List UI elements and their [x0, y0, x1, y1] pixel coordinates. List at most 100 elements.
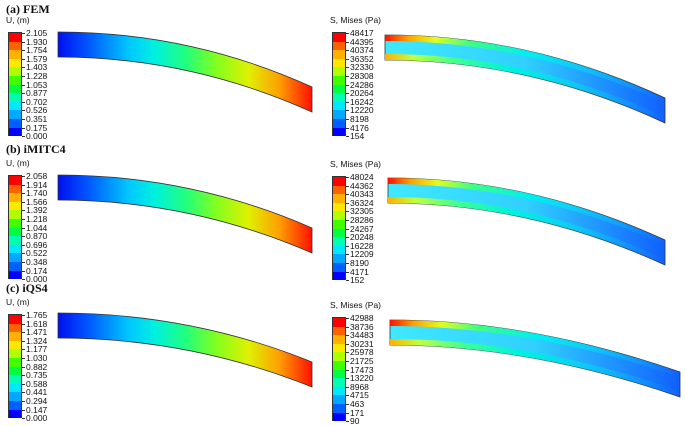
colorbar [332, 176, 346, 281]
legend-tick-label: 40374 [346, 45, 374, 56]
colorbar-band [333, 185, 345, 195]
colorbar-band [333, 127, 345, 137]
colorbar-band [333, 412, 345, 422]
colorbar-band [9, 101, 21, 111]
legend-title: U, (m) [6, 158, 30, 168]
legend-tick-label: 154 [345, 131, 365, 142]
colorbar-band [9, 127, 21, 137]
colorbar-band [9, 184, 21, 194]
legend-tick-label: 25978 [346, 347, 374, 358]
legend-title: S, Mises (Pa) [330, 300, 382, 310]
colorbar-band [9, 210, 21, 219]
colorbar-band [333, 318, 345, 327]
legend-tick-label: 42988 [346, 313, 374, 323]
legend-tick-label: 13220 [346, 373, 374, 384]
colorbar-band [9, 193, 21, 202]
legend-tick-label: 1.044 [21, 222, 48, 233]
colorbar-band [9, 176, 21, 185]
colorbar-band [9, 41, 21, 51]
legend-tick-label: 20248 [346, 232, 374, 243]
legend-tick-label: 0.175 [21, 122, 48, 133]
colorbar-band [9, 75, 21, 85]
colorbar-band [333, 177, 345, 186]
colorbar-band [9, 332, 21, 341]
stress-beam-imitc4 [387, 177, 666, 266]
colorbar-band [333, 101, 345, 111]
colorbar-band [333, 369, 345, 379]
legend-tick-label: 20264 [346, 88, 374, 99]
displacement-beam-imitc4 [57, 174, 313, 254]
colorbar-band [333, 237, 345, 246]
legend-tick-label: 1.471 [21, 327, 48, 338]
legend-tick-label: 16242 [346, 96, 374, 107]
legend-tick-label: 0.877 [21, 88, 48, 99]
legend-tick-label: 1.228 [21, 71, 48, 81]
colorbar-band [9, 357, 21, 367]
colorbar-band [9, 400, 21, 410]
colorbar-band [9, 118, 21, 128]
legend-title: U, (m) [6, 297, 30, 307]
legend-tick-label: 0.522 [21, 248, 48, 259]
legend-tick-label: 24267 [346, 223, 374, 234]
colorbar [8, 32, 22, 137]
legend-tick-label: 44362 [346, 180, 374, 191]
legend-tick-label: 32305 [346, 206, 374, 217]
legend-tick-label: 0.351 [21, 114, 48, 124]
legend-tick-label: 0.000 [21, 413, 48, 424]
legend-tick-label: 1.579 [21, 53, 48, 64]
legend-tick-label: 21725 [346, 356, 374, 366]
legend-tick-label: 0.526 [21, 105, 48, 116]
legend-tick-label: 44395 [346, 36, 374, 47]
legend-tick-label: 1.218 [21, 214, 48, 224]
legend-tick-label: 8190 [346, 258, 369, 268]
legend-tick-label: 28308 [346, 71, 374, 81]
colorbar [8, 175, 22, 280]
colorbar [8, 314, 22, 419]
legend-title: S, Mises (Pa) [330, 159, 382, 169]
colorbar-band [9, 253, 21, 262]
legend-tick-label: 152 [345, 275, 365, 286]
colorbar-band [333, 211, 345, 220]
colorbar-band [9, 67, 21, 76]
legend-tick-label: 1.754 [21, 45, 48, 56]
colorbar-band [9, 340, 21, 350]
legend-tick-label: 0.696 [21, 239, 48, 250]
legend-tick-label: 12209 [346, 249, 374, 260]
legend-tick-label: 0.588 [21, 378, 48, 389]
legend-tick-label: 1.392 [21, 205, 48, 216]
legend-tick-label: 16228 [346, 240, 374, 251]
colorbar-band [9, 383, 21, 393]
colorbar-band [333, 395, 345, 404]
colorbar-band [333, 67, 345, 76]
stress-beam-iqs4 [389, 319, 681, 398]
legend-tick-label: 1.403 [21, 62, 48, 73]
legend-tick-label: 0.735 [21, 370, 48, 381]
legend-tick-label: 28286 [346, 215, 374, 225]
colorbar-band [333, 335, 345, 344]
colorbar-band [333, 352, 345, 361]
legend-tick-label: 36352 [346, 53, 374, 64]
colorbar-band [333, 58, 345, 68]
displacement-beam-fem [57, 31, 313, 113]
colorbar-band [9, 218, 21, 228]
colorbar-band [9, 227, 21, 237]
legend-tick-label: 4715 [346, 390, 369, 401]
colorbar-band [333, 326, 345, 336]
legend-tick-label: 1.177 [21, 344, 48, 355]
legend-tick-label: 0.702 [21, 96, 48, 107]
legend-tick-label: 1.740 [21, 188, 48, 199]
colorbar-band [9, 392, 21, 401]
colorbar-band [333, 271, 345, 281]
colorbar-band [9, 270, 21, 280]
legend-tick-label: 1.914 [21, 179, 48, 190]
colorbar-band [333, 254, 345, 263]
colorbar-band [333, 194, 345, 203]
colorbar-band [9, 201, 21, 211]
colorbar-band [333, 403, 345, 413]
legend-tick-label: 8968 [346, 381, 369, 392]
legend-tick-label: 0.882 [21, 361, 48, 372]
legend-tick-label: 17473 [346, 364, 374, 375]
legend-tick-label: 2.105 [21, 28, 48, 38]
colorbar-band [9, 33, 21, 42]
colorbar-band [333, 219, 345, 229]
